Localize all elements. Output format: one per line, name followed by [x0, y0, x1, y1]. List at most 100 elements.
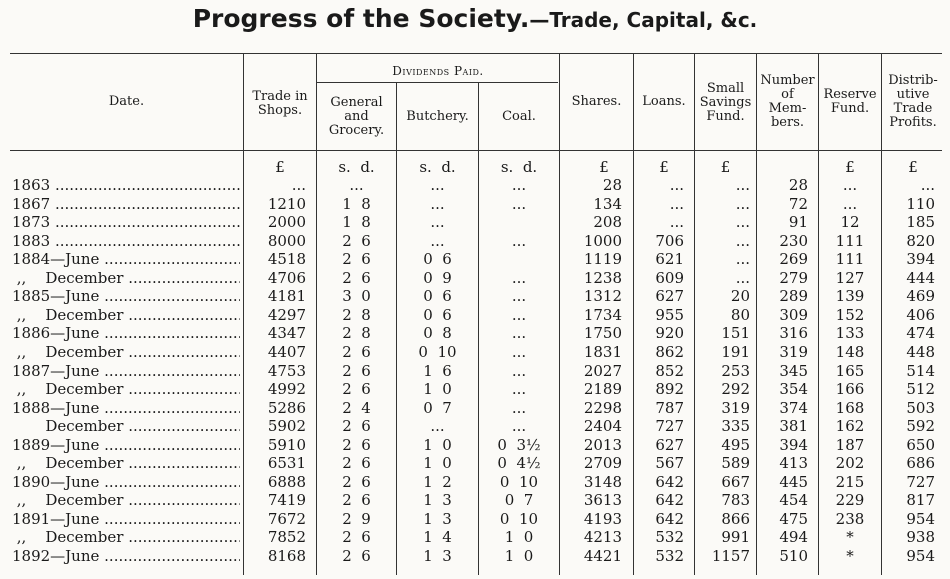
- cell-general: 2 6: [342, 528, 371, 547]
- cell-reserve: 202: [835, 454, 865, 473]
- cell-profits: 514: [906, 361, 935, 380]
- cell-reserve: 166: [835, 380, 865, 399]
- cell-members: 28: [788, 176, 808, 194]
- cell-savings: 292: [721, 380, 750, 399]
- cell-shares: 2298: [583, 398, 622, 417]
- cell-reserve: *: [846, 528, 854, 547]
- cell-members: 316: [779, 324, 808, 343]
- cell-butchery: 0 8: [423, 324, 452, 343]
- cell-members: 413: [779, 454, 808, 473]
- cell-shares: 2709: [583, 454, 622, 473]
- header-general-line: General: [330, 95, 383, 110]
- cell-coal: ...: [511, 176, 527, 194]
- cell-general: 2 6: [342, 361, 371, 380]
- cell-loans: 627: [655, 287, 684, 306]
- cell-trade: 4297: [267, 305, 306, 324]
- table-row: 1887—June ..............................…: [0, 362, 950, 380]
- header-butchery: Butchery.: [406, 109, 469, 124]
- column-divider: [559, 53, 560, 575]
- cell-general: 2 8: [342, 324, 371, 343]
- cell-reserve: 133: [835, 324, 865, 343]
- cell-date-text: 1892—June: [12, 547, 105, 565]
- cell-loans: 567: [655, 454, 684, 473]
- cell-savings: ...: [735, 250, 750, 269]
- leader-dots: ........................................…: [54, 231, 240, 250]
- table-row: ,, December ............................…: [0, 343, 950, 361]
- cell-butchery: ...: [430, 176, 445, 194]
- cell-trade: 4753: [267, 361, 306, 380]
- cell-shares: 4213: [583, 528, 622, 547]
- cell-trade: 8168: [267, 547, 306, 565]
- leader-dots: ........................................…: [128, 491, 240, 510]
- header-members-line: of: [781, 87, 794, 102]
- cell-loans: 955: [655, 305, 684, 324]
- cell-date: 1892—June ..............................…: [12, 547, 240, 565]
- cell-profits: 954: [906, 509, 935, 528]
- cell-profits: 474: [906, 324, 935, 343]
- cell-general: 2 6: [342, 454, 371, 473]
- unit-reserve: £: [845, 158, 855, 176]
- column-divider: [633, 53, 634, 575]
- cell-trade: 7852: [267, 528, 306, 547]
- leader-dots: ........................................…: [128, 528, 240, 547]
- cell-butchery: 1 0: [423, 454, 452, 473]
- cell-date-text: ,, December: [12, 491, 129, 510]
- cell-loans: 532: [655, 547, 684, 565]
- cell-members: 494: [779, 528, 808, 547]
- header-members: Number of Mem- bers.: [757, 74, 818, 130]
- table-row: 1883 ...................................…: [0, 232, 950, 250]
- cell-date-text: 1890—June: [12, 472, 105, 491]
- cell-profits: 394: [906, 250, 935, 269]
- cell-members: 269: [779, 250, 808, 269]
- cell-loans: 862: [655, 342, 684, 361]
- table-row: December ...............................…: [0, 417, 950, 435]
- cell-loans: ...: [669, 176, 684, 194]
- cell-reserve: 238: [835, 509, 865, 528]
- cell-date-text: ,, December: [12, 528, 129, 547]
- cell-trade: 6888: [267, 472, 306, 491]
- cell-shares: 1312: [583, 287, 622, 306]
- cell-savings: 1157: [711, 547, 750, 565]
- cell-butchery: ...: [430, 213, 445, 232]
- cell-butchery: ...: [430, 231, 445, 250]
- header-general-line: and: [344, 109, 369, 124]
- column-divider: [818, 53, 819, 575]
- header-general: General and Grocery.: [317, 96, 396, 138]
- cell-reserve: 139: [835, 287, 865, 306]
- cell-savings: 866: [721, 509, 750, 528]
- cell-loans: ...: [669, 194, 684, 213]
- cell-coal: 0 10: [499, 509, 539, 528]
- table-row: 1890—June ..............................…: [0, 473, 950, 491]
- header-reserve: Reserve Fund.: [819, 88, 881, 116]
- cell-general: 2 6: [342, 491, 371, 510]
- cell-date-text: ,, December: [12, 268, 129, 287]
- cell-loans: 920: [655, 324, 684, 343]
- cell-general: 2 6: [342, 380, 371, 399]
- cell-reserve: 187: [835, 435, 865, 454]
- cell-coal: ...: [511, 324, 527, 343]
- cell-savings: ...: [735, 176, 750, 194]
- cell-profits: 469: [906, 287, 935, 306]
- header-reserve-line: Reserve: [823, 87, 877, 102]
- cell-general: 2 6: [342, 435, 371, 454]
- cell-date: 1887—June ..............................…: [12, 362, 240, 380]
- cell-trade: 4706: [267, 268, 306, 287]
- header-coal: Coal.: [502, 109, 536, 124]
- cell-reserve: ...: [842, 176, 858, 194]
- cell-savings: 991: [721, 528, 750, 547]
- cell-shares: 1750: [583, 324, 622, 343]
- cell-reserve: 111: [835, 231, 865, 250]
- leader-dots: ........................................…: [128, 454, 240, 473]
- cell-trade: ...: [291, 176, 306, 194]
- cell-members: 354: [779, 380, 808, 399]
- cell-date-text: ,, December: [12, 342, 129, 361]
- cell-general: ...: [349, 176, 364, 194]
- cell-date: 1889—June ..............................…: [12, 436, 240, 454]
- column-divider: [756, 53, 757, 575]
- column-divider: [694, 53, 695, 575]
- cell-coal: ...: [511, 268, 527, 287]
- unit-butchery: s. d.: [419, 158, 456, 176]
- column-divider: [243, 53, 244, 575]
- leader-dots: ........................................…: [104, 509, 240, 528]
- cell-general: 2 6: [342, 268, 371, 287]
